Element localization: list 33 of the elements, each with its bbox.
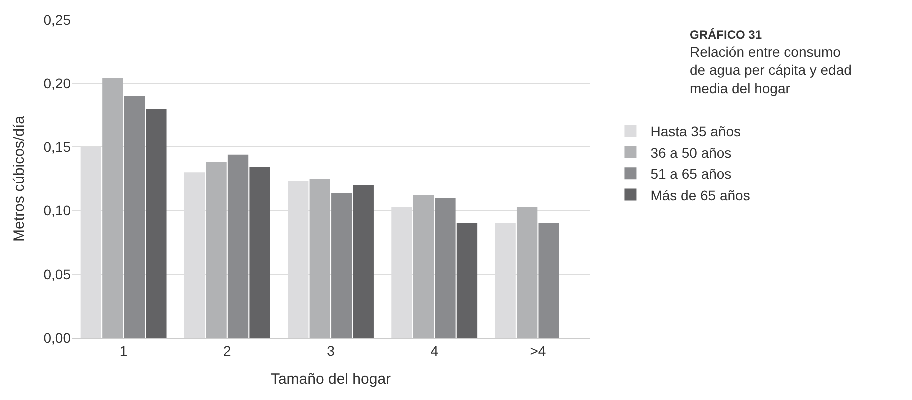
x-tick-label: 1 [120, 342, 128, 359]
bar [228, 154, 249, 338]
bar [516, 206, 538, 338]
y-tick-label: 0,05 [44, 266, 72, 282]
y-axis-title: Metros cúbicos/día [11, 115, 28, 242]
text: GRÁFICO 31 [690, 28, 762, 42]
bar [102, 78, 124, 338]
y-tick-label: 0,00 [44, 330, 72, 346]
legend-label: Más de 65 años [650, 187, 750, 204]
bar [250, 168, 270, 338]
legend-label: 36 a 50 años [650, 144, 732, 161]
x-tick-label: 3 [327, 342, 336, 359]
text: Relación entre consumo de agua per cápita y edad media del hogar [690, 44, 852, 96]
x-axis-title: Tamaño del hogar [270, 370, 392, 388]
bar [310, 179, 330, 338]
x-tick-label: 2 [224, 342, 232, 359]
bar [538, 224, 560, 338]
x-tick-label: >4 [530, 342, 546, 359]
bar [413, 196, 434, 338]
legend-label: 51 a 65 años [650, 166, 732, 182]
y-tick-label: 0,20 [44, 76, 72, 92]
y-tick-label: 0,10 [44, 202, 72, 219]
bar [435, 198, 456, 338]
bar [456, 224, 478, 338]
bar [146, 109, 167, 338]
bar [353, 185, 374, 338]
y-tick-label: 0,15 [44, 139, 72, 156]
bar [124, 96, 146, 338]
y-tick-label: 0,25 [44, 12, 72, 28]
bar [206, 162, 227, 338]
legend-label: Hasta 35 años [650, 124, 742, 140]
x-tick-label: 4 [430, 342, 439, 359]
bar [332, 192, 352, 338]
